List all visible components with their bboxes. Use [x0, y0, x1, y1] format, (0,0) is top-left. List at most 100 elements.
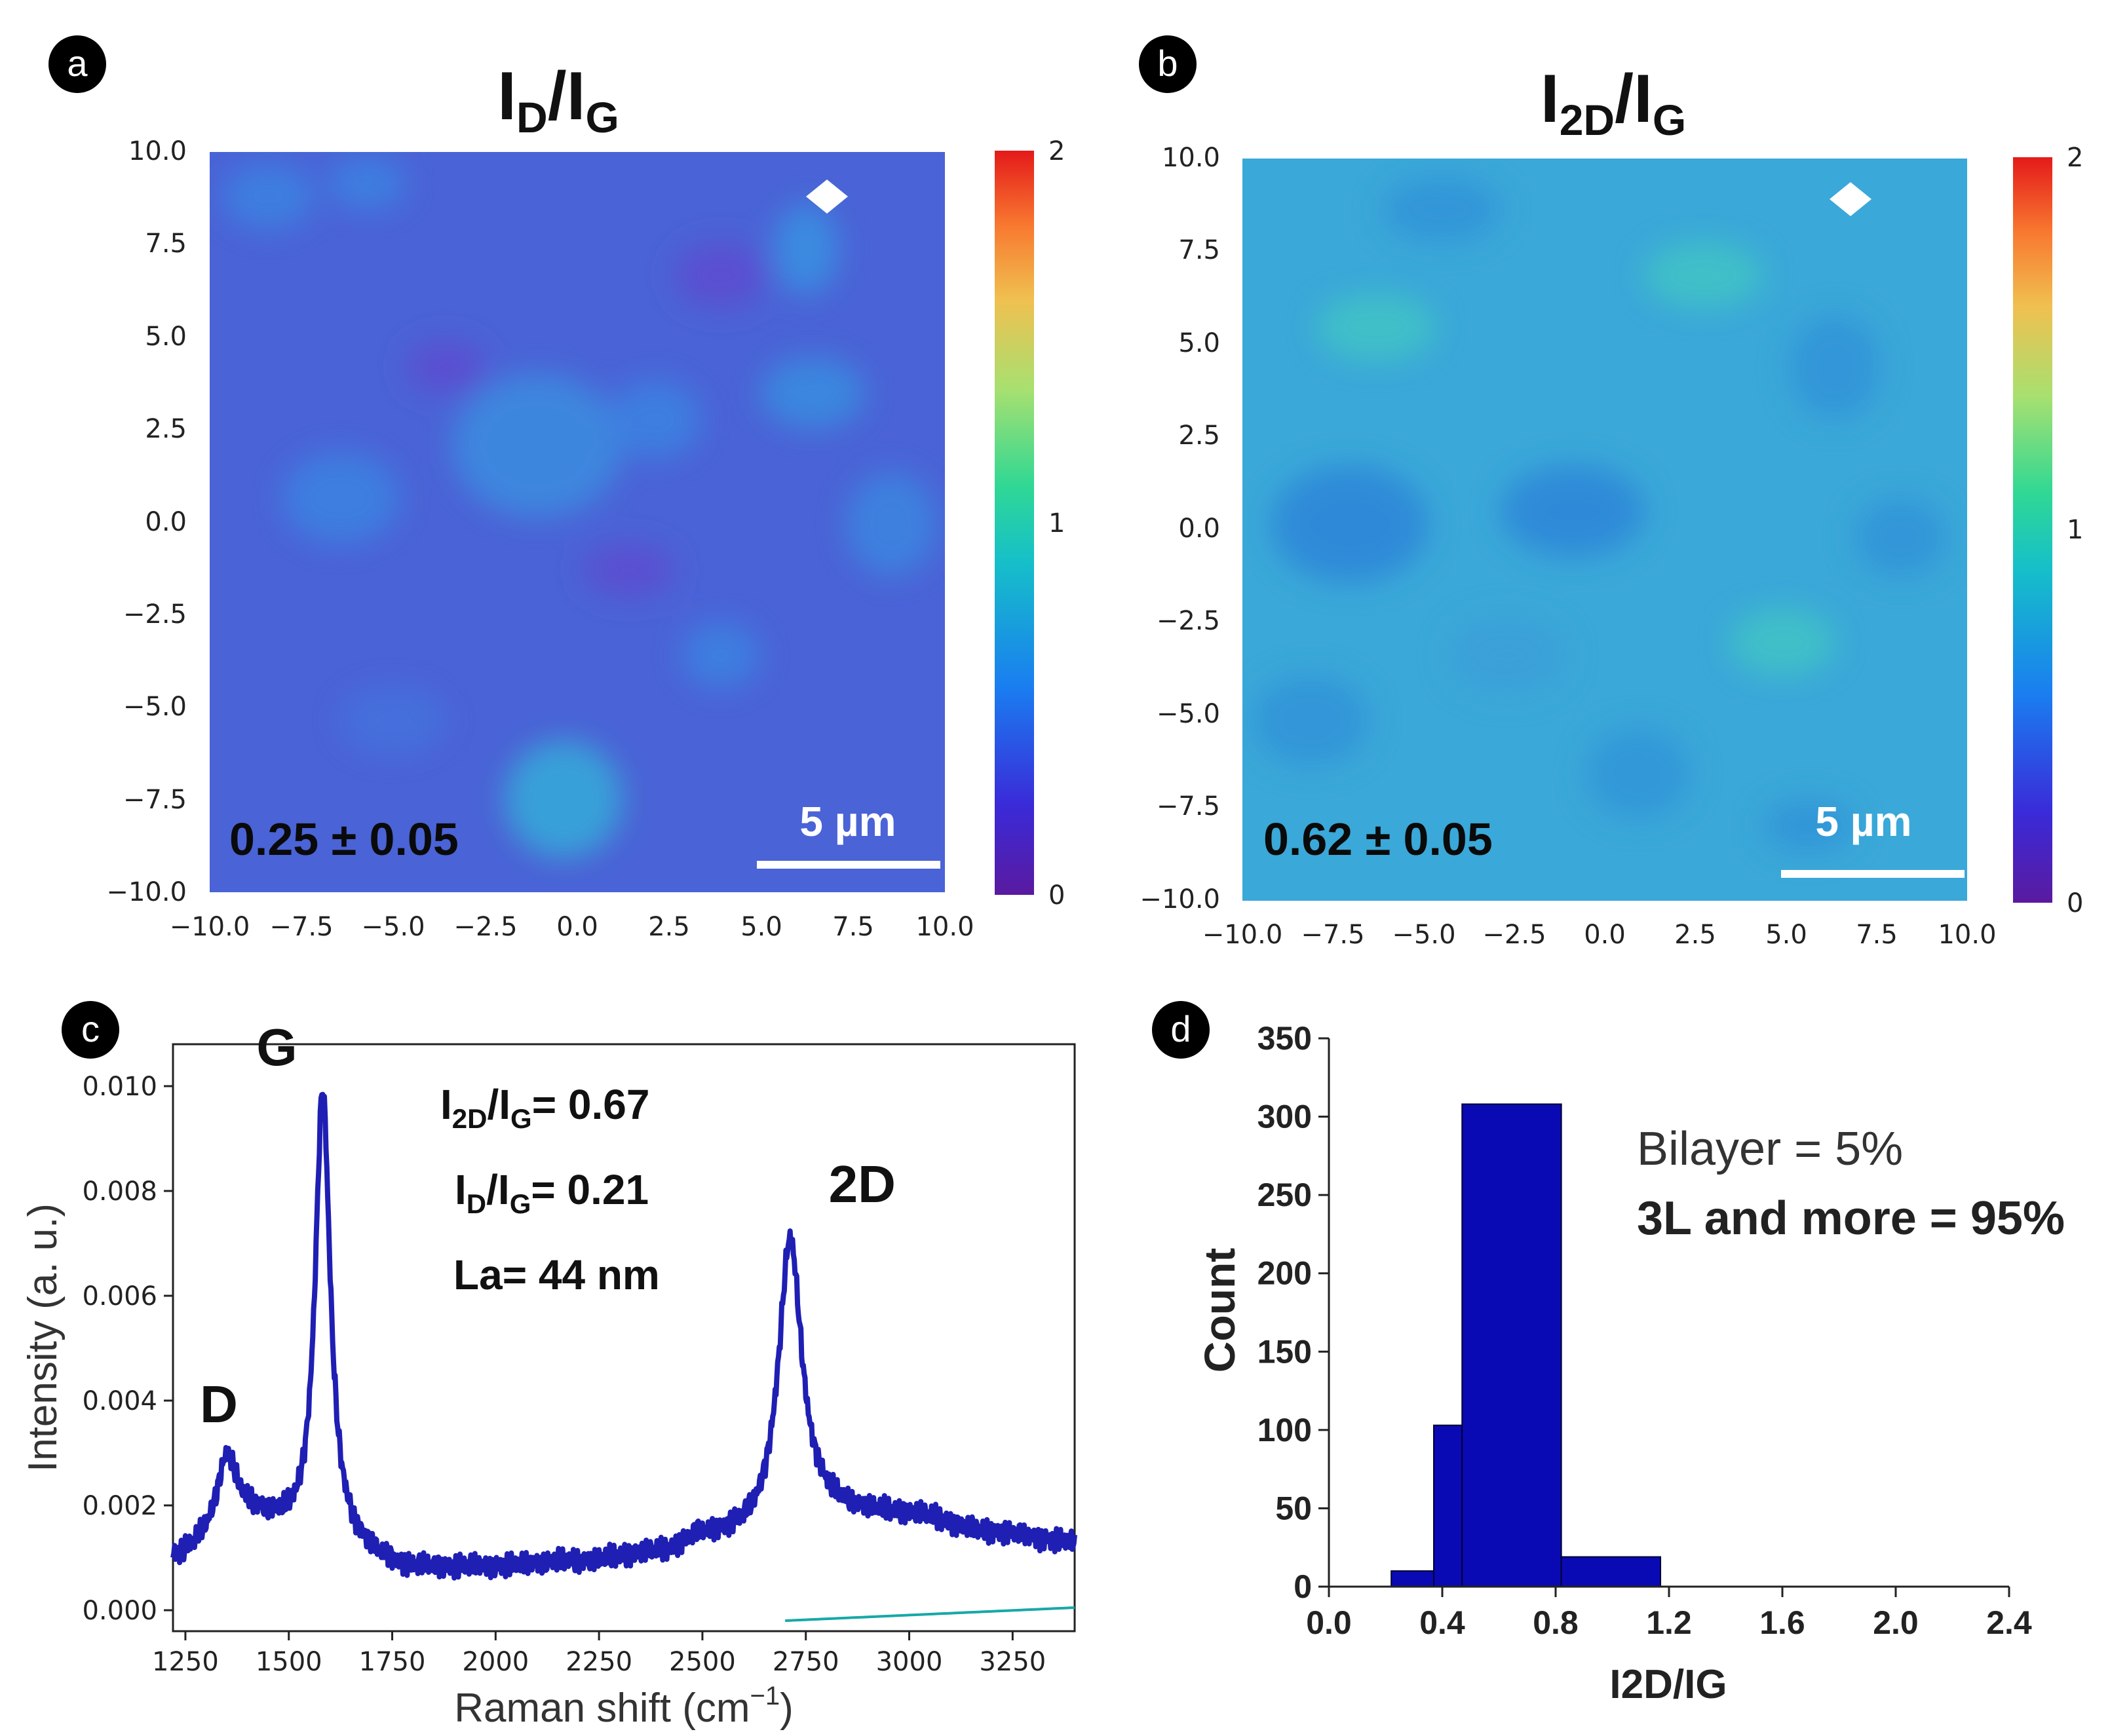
xtick-d: 2.0	[1873, 1604, 1919, 1641]
scale-bar-label-a: 5 µm	[799, 798, 896, 845]
histogram-bar	[1461, 1103, 1562, 1587]
xtick-b: −7.5	[1301, 920, 1364, 950]
ytick-c: 0.006	[82, 1281, 157, 1311]
xtick-a: −7.5	[269, 912, 333, 942]
xtick-a: 2.5	[648, 912, 690, 942]
colorbar-b	[2013, 157, 2052, 903]
ytick-b: −5.0	[1157, 699, 1220, 729]
xtick-a: −2.5	[453, 912, 517, 942]
xtick-a: 10.0	[915, 912, 974, 942]
axis-ticks-c: 1250 1500 1750 2000 2250 2500 2750 3000 3250 0.00…	[82, 1072, 1046, 1677]
xtick-d: 2.4	[1986, 1604, 2032, 1641]
colorbar-b-tick: 0	[2067, 888, 2083, 918]
ytick-d: 300	[1257, 1099, 1312, 1135]
xtick-c: 1750	[359, 1647, 426, 1677]
panel-c: c 1250 1500 1750 2000 2250 2500 2750 3000 3250 0.…	[20, 1001, 1077, 1731]
panel-a-letter: a	[67, 43, 88, 84]
xtick-b: −10.0	[1202, 920, 1283, 950]
ytick-a: 7.5	[145, 229, 187, 259]
ytick-d: 0	[1294, 1568, 1312, 1605]
xtick-c: 2000	[462, 1647, 529, 1677]
panel-b-letter: b	[1157, 43, 1178, 84]
ytick-b: −10.0	[1140, 884, 1220, 915]
colorbar-a	[995, 151, 1034, 895]
scale-bar-label-b: 5 µm	[1815, 798, 1911, 845]
marker-diamond-a	[806, 179, 848, 214]
ytick-b: 7.5	[1178, 235, 1220, 265]
peak-label-g: G	[256, 1018, 297, 1076]
ytick-d: 350	[1257, 1020, 1312, 1057]
panel-a-title: ID/IG	[497, 58, 619, 142]
x-axis-label-d: I2D/IG	[1609, 1662, 1727, 1707]
x-axis-a: −10.0 −7.5 −5.0 −2.5 0.0 2.5 5.0 7.5 10.…	[170, 912, 974, 942]
ytick-b: 0.0	[1178, 514, 1220, 544]
la-value: La= 44 nm	[453, 1251, 660, 1298]
ytick-d: 150	[1257, 1333, 1312, 1370]
x-axis-label-c: Raman shift (cm−1)	[454, 1682, 794, 1731]
xtick-d: 1.6	[1759, 1604, 1805, 1641]
ytick-b: 5.0	[1178, 328, 1220, 358]
marker-diamond-b	[1830, 182, 1871, 216]
xtick-d: 1.2	[1646, 1604, 1692, 1641]
xtick-b: 7.5	[1856, 920, 1898, 950]
y-axis-label-c: Intensity (a. u.)	[20, 1203, 66, 1472]
axis-ticks-d: 0.0 0.4 0.8 1.2 1.6 2.0 2.4 0 50 100 150 200 250 300 3…	[1257, 1020, 2032, 1641]
y-axis-a: 10.0 7.5 5.0 2.5 0.0 −2.5 −5.0 −7.5 −10.…	[106, 136, 187, 907]
x-axis-b: −10.0 −7.5 −5.0 −2.5 0.0 2.5 5.0 7.5 10.…	[1202, 920, 1997, 950]
ytick-d: 200	[1257, 1255, 1312, 1292]
legend-bilayer: Bilayer = 5%	[1637, 1123, 1903, 1175]
heatmap-a-texture	[223, 157, 937, 858]
xtick-d: 0.4	[1419, 1604, 1465, 1641]
panel-a: a ID/IG 0.25 ±	[48, 35, 1065, 942]
xtick-c: 2750	[773, 1647, 839, 1677]
scale-bar-a	[757, 861, 940, 869]
xtick-a: −10.0	[170, 912, 250, 942]
annotation-b: 0.62 ± 0.05	[1263, 814, 1493, 865]
colorbar-b-tick: 2	[2067, 143, 2083, 173]
histogram-bar	[1560, 1556, 1662, 1587]
raman-spectrum-line	[170, 1091, 1077, 1581]
legend-3l-and-more: 3L and more = 95%	[1637, 1192, 2065, 1245]
ytick-a: −2.5	[123, 599, 187, 630]
xtick-a: 5.0	[740, 912, 782, 942]
colorbar-a-tick: 1	[1048, 508, 1065, 538]
colorbar-a-tick: 2	[1048, 136, 1065, 166]
xtick-b: −5.0	[1392, 920, 1455, 950]
colorbar-b-tick: 1	[2067, 515, 2083, 545]
histogram-bar	[1391, 1570, 1435, 1587]
peak-label-2d: 2D	[829, 1155, 896, 1213]
ratio-d-g: ID/IG= 0.21	[455, 1166, 649, 1219]
panel-b-badge	[1139, 35, 1197, 93]
y-axis-b: 10.0 7.5 5.0 2.5 0.0 −2.5 −5.0 −7.5 −10.…	[1140, 143, 1220, 915]
ytick-a: −10.0	[106, 877, 187, 907]
ytick-b: 2.5	[1178, 421, 1220, 451]
xtick-c: 2500	[669, 1647, 736, 1677]
histogram-bars	[1391, 1103, 1662, 1587]
panel-a-badge	[48, 35, 106, 93]
scale-bar-b	[1781, 870, 1965, 878]
panel-c-badge	[62, 1001, 119, 1059]
xtick-c: 3000	[876, 1647, 943, 1677]
ytick-a: 0.0	[145, 507, 187, 537]
panel-b: b I2D/IG 0.62 ± 0.05 5 µm	[1139, 35, 2083, 950]
xtick-b: 5.0	[1765, 920, 1807, 950]
ytick-b: −7.5	[1157, 791, 1220, 821]
xtick-d: 0.8	[1533, 1604, 1579, 1641]
xtick-c: 3250	[979, 1647, 1046, 1677]
xtick-c: 1500	[256, 1647, 322, 1677]
ytick-c: 0.004	[82, 1386, 157, 1416]
xtick-b: 0.0	[1584, 920, 1626, 950]
ytick-c: 0.010	[82, 1072, 157, 1102]
xtick-c: 1250	[152, 1647, 219, 1677]
panel-b-title: I2D/IG	[1541, 61, 1686, 144]
xtick-d: 0.0	[1306, 1604, 1352, 1641]
ytick-a: −7.5	[123, 785, 187, 815]
ytick-d: 100	[1257, 1412, 1312, 1448]
xtick-a: −5.0	[361, 912, 425, 942]
ytick-d: 250	[1257, 1177, 1312, 1213]
heatmap-b-texture	[1252, 177, 1946, 852]
panel-d: d 0.0 0.4 0.8 1.2 1.6 2.0 2.4 0 50 100 150 200 250 30…	[1152, 1001, 2065, 1707]
ytick-a: 5.0	[145, 322, 187, 352]
peak-label-d: D	[200, 1375, 238, 1433]
colorbar-a-tick: 0	[1048, 880, 1065, 911]
